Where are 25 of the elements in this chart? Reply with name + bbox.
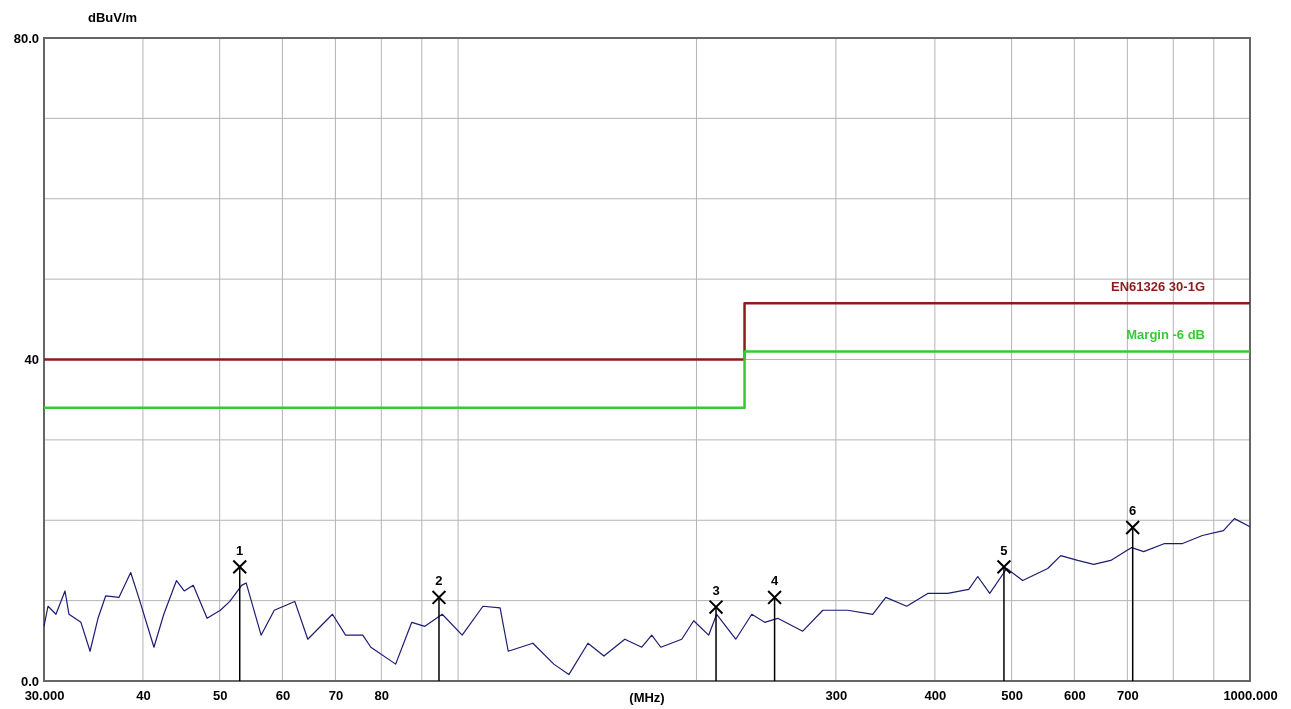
- x-tick-label: 50: [212, 688, 228, 704]
- y-tick-label: 40: [24, 352, 39, 368]
- annotation: 3: [712, 583, 720, 599]
- x-tick-label: 80: [374, 688, 390, 704]
- x-axis-title: (MHz): [629, 690, 665, 705]
- x-tick-label: 30.000: [24, 688, 65, 704]
- series-label: EN61326 30-1G: [1111, 279, 1205, 295]
- y-tick-label: 0.0: [20, 673, 39, 689]
- x-tick-label: 500: [1001, 688, 1023, 704]
- x-tick-label: 70: [328, 688, 344, 704]
- x-tick-label: 400: [924, 688, 947, 704]
- annotation: 6: [1129, 503, 1137, 519]
- annotation: 2: [435, 573, 443, 589]
- x-tick-label: 60: [275, 688, 291, 704]
- annotation: 1: [236, 542, 244, 558]
- y-tick-label: 80.0: [13, 30, 39, 46]
- x-tick-label: 40: [136, 688, 151, 704]
- x-tick-label: 600: [1063, 688, 1086, 704]
- annotation: 5: [1000, 542, 1008, 558]
- x-tick-label: 700: [1116, 688, 1139, 704]
- x-tick-label: 300: [825, 688, 848, 704]
- y-axis-title: dBuV/m: [88, 10, 138, 25]
- annotation: 4: [770, 573, 779, 589]
- x-tick-label: 1000.000: [1223, 688, 1278, 704]
- series-label: Margin -6 dB: [1126, 327, 1205, 343]
